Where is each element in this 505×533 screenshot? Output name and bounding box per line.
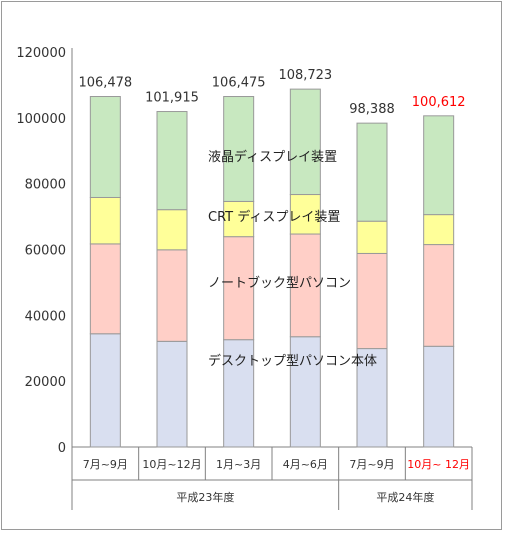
bar-segment [356,220,388,254]
bar-segment [289,233,321,338]
bar-segment [356,122,388,222]
y-tick-label: 80000 [25,178,66,193]
total-label: 101,915 [145,91,199,106]
bar-segment [223,339,255,448]
bar-segment [423,115,455,216]
y-tick-label: 60000 [25,244,66,259]
total-label: 100,612 [412,95,466,110]
bar-segment [423,214,455,246]
bar-segment [356,348,388,448]
bar-segment [156,249,188,342]
bar-segment [89,243,121,335]
y-tick-label: 40000 [25,309,66,324]
bar-segment [356,252,388,350]
total-label: 98,388 [349,102,395,117]
bar-segment [423,244,455,347]
x-tick-label: 7月~9月 [349,458,394,471]
bar-segment [223,96,255,202]
x-tick-label: 4月~6月 [283,458,328,471]
bar-segment [156,111,188,211]
bar-segment [423,345,455,448]
group-label: 平成24年度 [376,490,434,504]
series-label: デスクトップ型パソコン本体 [208,353,377,369]
bar-segment [223,200,255,238]
total-label: 106,475 [212,76,266,91]
bar-segment [156,340,188,448]
y-tick-label: 120000 [16,46,66,61]
x-tick-label: 7月~9月 [83,458,128,471]
total-label: 108,723 [278,68,332,83]
x-tick-label: 1月~3月 [216,458,261,471]
bar-segment [89,96,121,198]
bar-segment [289,88,321,196]
y-tick-label: 0 [58,441,66,456]
series-label: 液晶ディスプレイ装置 [208,149,337,165]
group-label: 平成23年度 [176,490,234,504]
bar-segment [156,209,188,251]
bar-segment [89,196,121,245]
series-label: CRT ディスプレイ装置 [208,209,340,225]
y-tick-label: 20000 [25,375,66,390]
x-tick-label: 10月~ 12月 [407,458,470,471]
series-label: ノートブック型パソコン [208,275,351,291]
bar-segment [89,333,121,448]
total-label: 106,478 [78,76,132,91]
x-tick-label: 10月~12月 [142,458,201,471]
y-tick-label: 100000 [16,112,66,127]
